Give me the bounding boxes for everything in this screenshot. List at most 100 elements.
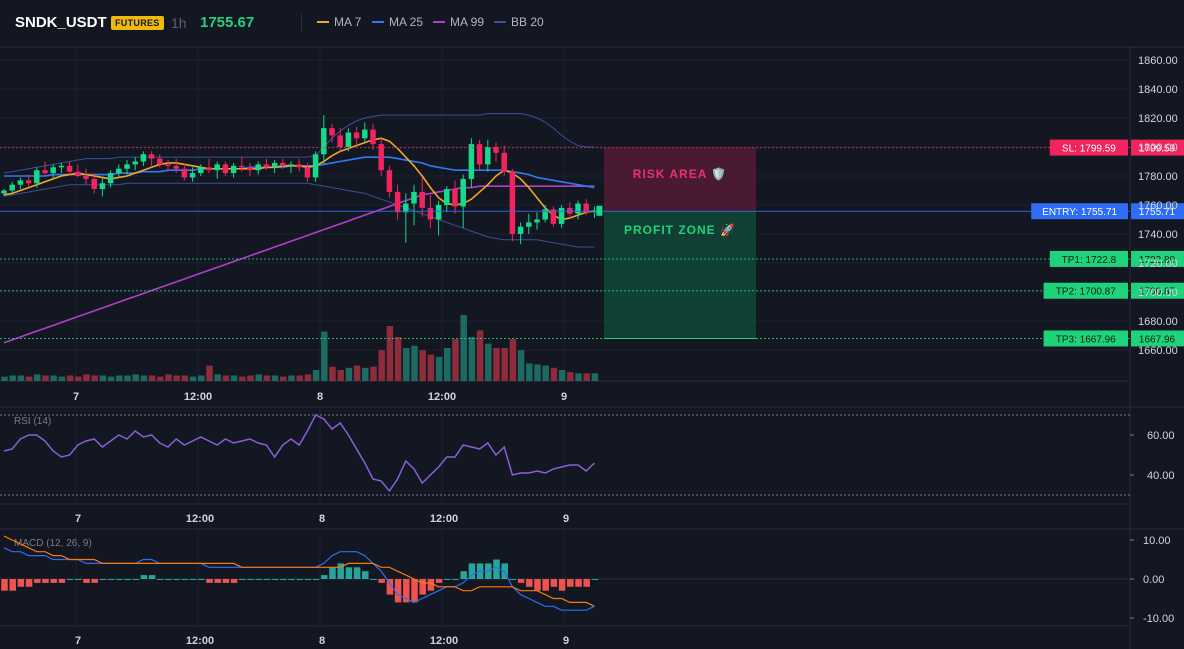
last-price: 1755.67	[200, 14, 255, 31]
level-label-box-sl	[1049, 139, 1128, 156]
legend-ma7-label: MA 7	[334, 15, 362, 29]
volume-bar	[239, 376, 246, 381]
level-axis-box-tp3	[1131, 330, 1184, 347]
volume-bar	[468, 337, 476, 381]
time-tick-label: 7	[75, 635, 81, 647]
volume-bar	[124, 375, 131, 381]
macd-panel	[0, 535, 1130, 611]
candle-body	[107, 173, 114, 184]
macd-histogram-bar	[558, 579, 566, 591]
volume-bar	[583, 373, 590, 381]
macd-histogram-bar	[50, 579, 57, 583]
macd-histogram-bar	[157, 579, 164, 580]
time-tick-label: 12:00	[430, 513, 458, 525]
macd-histogram-bar	[288, 579, 295, 580]
legend-bb20[interactable]: BB 20	[494, 15, 544, 29]
candle-body	[394, 191, 401, 213]
macd-histogram-bar	[124, 579, 131, 580]
candle-body	[526, 222, 532, 227]
level-axis-box-tp2	[1131, 282, 1184, 299]
ma25-swatch	[372, 21, 384, 23]
current-price-marker	[596, 205, 603, 216]
candle-body	[206, 167, 212, 171]
volume-bar	[452, 339, 459, 381]
macd-histogram-bar	[263, 579, 271, 580]
volume-bar	[362, 367, 369, 381]
macd-histogram-bar	[189, 579, 197, 580]
macd-histogram-bar	[411, 579, 418, 603]
candle-body	[534, 219, 540, 223]
timeframe-label[interactable]: 1h	[171, 15, 187, 31]
candle-body	[419, 191, 425, 208]
legend-ma99[interactable]: MA 99	[433, 15, 484, 29]
time-tick-label: 12:00	[428, 391, 456, 403]
risk-area-label: RISK AREA 🛡️	[633, 167, 727, 181]
legend-ma7[interactable]: MA 7	[317, 15, 361, 29]
macd-histogram-bar	[509, 579, 517, 580]
macd-histogram-bar	[148, 575, 156, 579]
time-tick-label: 12:00	[184, 391, 212, 403]
level-label-sl: SL: 1799.59	[1062, 144, 1116, 155]
volume-bar	[534, 364, 541, 381]
macd-tick-label: 10.00	[1143, 535, 1171, 547]
macd-histogram-bar	[58, 579, 66, 583]
volume-bar	[222, 375, 230, 381]
candle-body	[239, 165, 245, 168]
macd-histogram-bar	[550, 579, 558, 587]
volume-bar	[17, 375, 25, 381]
volume-bar	[132, 374, 139, 381]
price-tick-label: 1800.00	[1138, 142, 1178, 154]
candle-body	[42, 170, 48, 174]
candle-body	[493, 147, 499, 153]
volume-bar	[116, 375, 123, 381]
volume-bar	[91, 375, 98, 381]
macd-histogram-bar	[34, 579, 41, 583]
legend-ma25-label: MA 25	[389, 15, 424, 29]
volume-bar	[312, 370, 320, 381]
level-axis-tp1: 1722.80	[1139, 255, 1176, 266]
candle-body	[583, 203, 589, 213]
macd-histogram-bar	[296, 579, 303, 580]
bb-lower-line	[3, 182, 595, 248]
time-tick-label: 7	[75, 513, 81, 525]
volume-bar	[403, 348, 410, 381]
candle-body	[460, 178, 466, 207]
candle-body	[83, 176, 89, 179]
macd-histogram-bar	[345, 567, 353, 579]
volume-bar	[567, 372, 574, 381]
volume-bar	[206, 365, 213, 381]
time-tick-label: 9	[563, 635, 569, 647]
candle-body	[99, 183, 106, 190]
chart-header: SNDK_USDT FUTURES 1h 1755.67 MA 7 MA 25 …	[0, 0, 1184, 46]
macd-histogram-bar	[83, 579, 90, 583]
macd-histogram-bar	[280, 579, 287, 580]
legend-bb20-label: BB 20	[511, 15, 544, 29]
volume-bar	[214, 374, 221, 381]
candle-body	[575, 203, 581, 214]
macd-histogram-bar	[362, 571, 369, 579]
candle-body	[91, 178, 97, 190]
macd-histogram-bar	[132, 579, 139, 580]
symbol-name[interactable]: SNDK_USDT	[15, 14, 107, 31]
candle-body	[403, 203, 409, 213]
candle-body	[370, 129, 376, 145]
macd-histogram-bar	[222, 579, 230, 583]
volume-bar	[329, 366, 336, 381]
volume-bar	[411, 345, 418, 381]
macd-histogram-bar	[452, 579, 459, 580]
macd-histogram-bar	[181, 579, 189, 580]
time-tick-label: 12:00	[430, 635, 458, 647]
volume-bar	[280, 376, 287, 381]
level-axis-entry: 1755.71	[1139, 207, 1176, 218]
legend-ma25[interactable]: MA 25	[372, 15, 423, 29]
time-tick-label: 8	[317, 391, 323, 403]
candle-body	[509, 171, 516, 234]
macd-histogram-bar	[337, 563, 344, 579]
macd-histogram-bar	[1, 579, 8, 591]
candle-body	[214, 164, 220, 171]
volume-bar	[83, 374, 90, 381]
rsi-tick-label: 40.00	[1147, 470, 1175, 482]
candle-body	[411, 191, 417, 204]
macd-tick-label: -10.00	[1143, 613, 1174, 625]
